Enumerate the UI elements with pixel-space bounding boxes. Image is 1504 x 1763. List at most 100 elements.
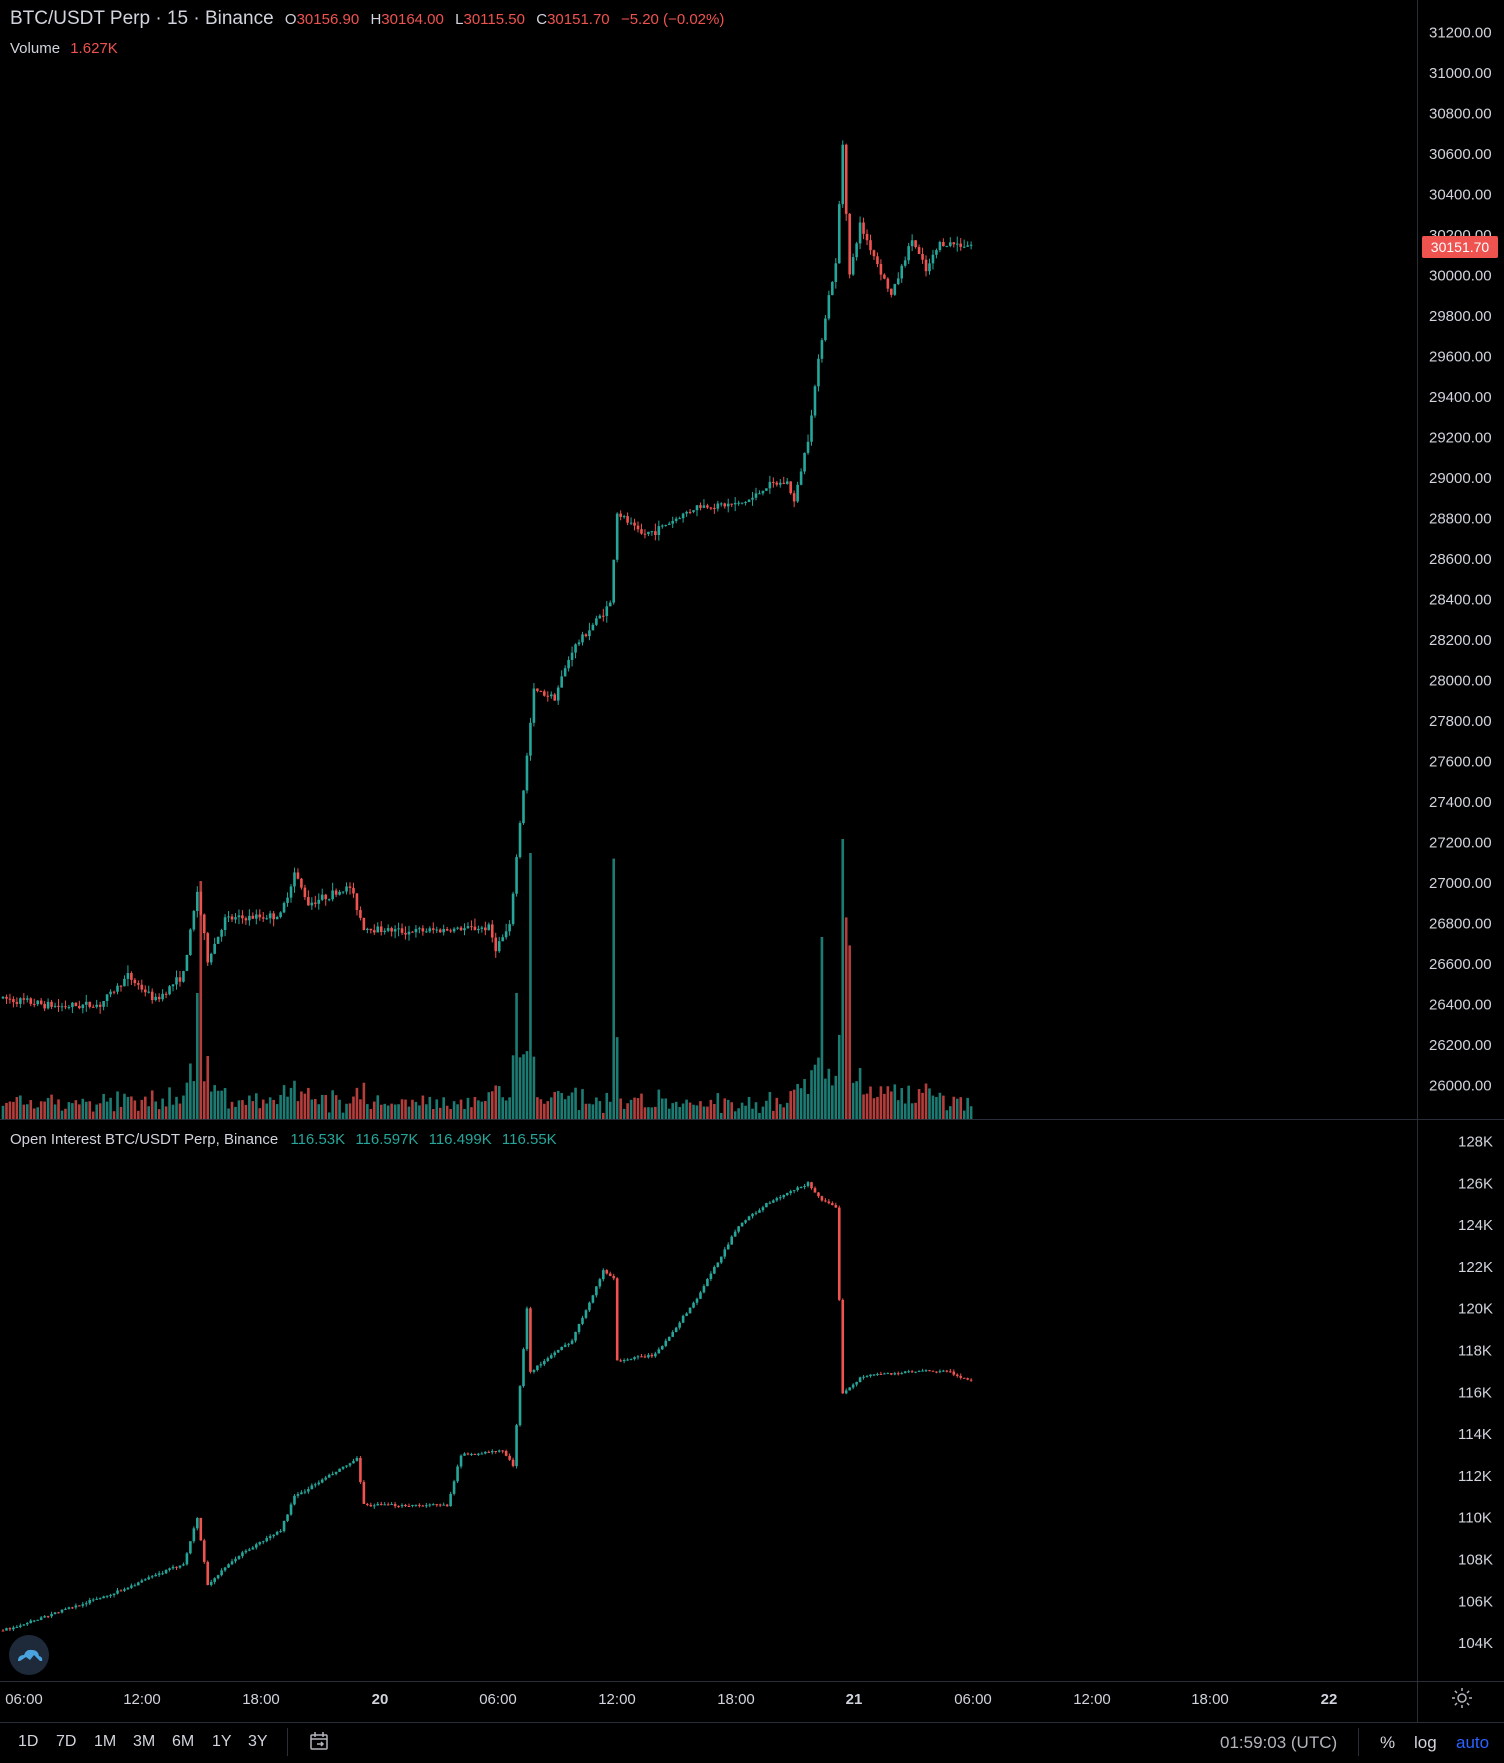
volume-bar: [640, 1093, 643, 1119]
price-candle: [494, 937, 498, 952]
price-candle: [341, 891, 345, 893]
price-candle: [539, 690, 543, 692]
oi-candle: [851, 1384, 855, 1388]
price-candle: [480, 927, 484, 929]
oi-candle: [463, 1453, 466, 1456]
volume-bar: [785, 1102, 789, 1119]
oi-axis-label: 120K: [1458, 1301, 1493, 1318]
price-candle: [237, 915, 241, 918]
volume-bar: [869, 1086, 872, 1119]
utc-clock[interactable]: 01:59:03 (UTC): [1220, 1733, 1338, 1752]
volume-bar: [588, 1103, 591, 1119]
oi-candle: [862, 1376, 865, 1378]
price-candle: [459, 927, 463, 931]
oi-label[interactable]: Open Interest BTC/USDT Perp, Binance: [10, 1131, 279, 1148]
volume-bar: [362, 1082, 366, 1119]
oi-candle: [796, 1187, 799, 1191]
oi-candle: [39, 1617, 43, 1620]
price-candle: [730, 503, 733, 505]
timeframe-7d-button[interactable]: 7D: [56, 1733, 77, 1750]
oi-candle: [910, 1371, 914, 1373]
oi-axis[interactable]: 128K 126K 124K 122K 120K 118K 116K 114K 112K 110K…: [1458, 1134, 1493, 1653]
price-candle: [216, 936, 220, 944]
volume-bar: [772, 1110, 775, 1119]
oi-candle: [216, 1575, 220, 1579]
symbol-title[interactable]: BTC/USDT Perp · 15 · Binance: [10, 8, 274, 29]
oi-candle: [824, 1200, 827, 1202]
price-candle: [921, 254, 924, 260]
oi-candle: [445, 1504, 449, 1507]
price-candle: [657, 526, 661, 536]
price-candle: [265, 918, 269, 920]
low-label: L: [455, 11, 464, 28]
timeframe-3m-button[interactable]: 3M: [133, 1733, 156, 1750]
price-axis[interactable]: 31200.00 31000.00 30800.00 30600.00 30400.00…: [1429, 25, 1492, 1095]
auto-scale-button[interactable]: auto: [1456, 1733, 1490, 1752]
price-candle: [754, 493, 758, 498]
price-candle: [827, 295, 831, 319]
volume-bar: [692, 1104, 695, 1119]
price-candle: [844, 144, 848, 214]
volume-label[interactable]: Volume: [10, 40, 61, 57]
price-candle: [650, 531, 654, 533]
price-candle: [244, 918, 248, 921]
oi-candle: [778, 1197, 782, 1199]
volume-bar: [487, 1092, 491, 1119]
oi-candle: [348, 1463, 352, 1466]
oi-candle: [334, 1471, 338, 1474]
go-to-date-icon[interactable]: [306, 1729, 332, 1755]
oi-candle: [709, 1273, 713, 1279]
volume-bar: [244, 1104, 248, 1119]
price-candle: [88, 1001, 92, 1007]
volume-bar: [876, 1096, 879, 1119]
gear-icon[interactable]: [1450, 1686, 1474, 1710]
log-scale-button[interactable]: log: [1414, 1733, 1437, 1752]
timeframe-1m-button[interactable]: 1M: [94, 1733, 117, 1750]
price-candle: [543, 691, 546, 696]
oi-candle: [8, 1628, 12, 1630]
oi-candles[interactable]: [1, 1181, 973, 1632]
volume-bar: [15, 1097, 19, 1119]
time-axis-label: 06:00: [479, 1691, 517, 1708]
price-candle: [258, 914, 262, 918]
price-candle: [255, 914, 258, 919]
price-axis-label: 27200.00: [1429, 835, 1492, 852]
timeframe-6m-button[interactable]: 6M: [172, 1733, 195, 1750]
oi-candle: [320, 1479, 324, 1483]
volume-value: 1.627K: [70, 40, 118, 57]
price-candle: [397, 928, 400, 930]
volume-bar: [383, 1103, 386, 1119]
oi-candle: [196, 1517, 199, 1529]
timeframe-3y-button[interactable]: 3Y: [248, 1733, 268, 1750]
time-axis-label: 06:00: [954, 1691, 992, 1708]
volume-bar: [341, 1112, 345, 1119]
volume-bar: [747, 1096, 751, 1119]
oi-candle: [43, 1616, 46, 1618]
oi-candle: [331, 1473, 334, 1475]
price-candle: [220, 929, 223, 937]
volume-bar: [730, 1102, 733, 1119]
time-axis[interactable]: 06:00 12:00 18:00 20 06:00 12:00 18:00 21 06:00 1…: [5, 1691, 1337, 1708]
price-candles[interactable]: [1, 140, 973, 1014]
price-candle: [924, 259, 928, 272]
oi-candle: [890, 1373, 893, 1375]
oi-candle: [317, 1482, 321, 1485]
volume-bar: [848, 945, 851, 1119]
price-candle: [591, 624, 595, 631]
oi-candle: [407, 1506, 411, 1508]
cloud-logo-icon[interactable]: [9, 1635, 49, 1675]
timeframe-1d-button[interactable]: 1D: [18, 1733, 39, 1750]
oi-candle: [359, 1457, 362, 1483]
oi-candle: [137, 1582, 140, 1586]
volume-bar: [137, 1110, 140, 1119]
timeframe-1y-button[interactable]: 1Y: [212, 1733, 232, 1750]
volume-bar: [827, 1068, 831, 1119]
volume-bar: [890, 1091, 893, 1119]
oi-candle: [362, 1482, 366, 1504]
percent-scale-button[interactable]: %: [1380, 1733, 1396, 1752]
price-axis-label: 26400.00: [1429, 997, 1492, 1014]
oi-candle: [442, 1504, 445, 1506]
volume-bar: [8, 1101, 12, 1119]
price-candle: [640, 529, 643, 534]
